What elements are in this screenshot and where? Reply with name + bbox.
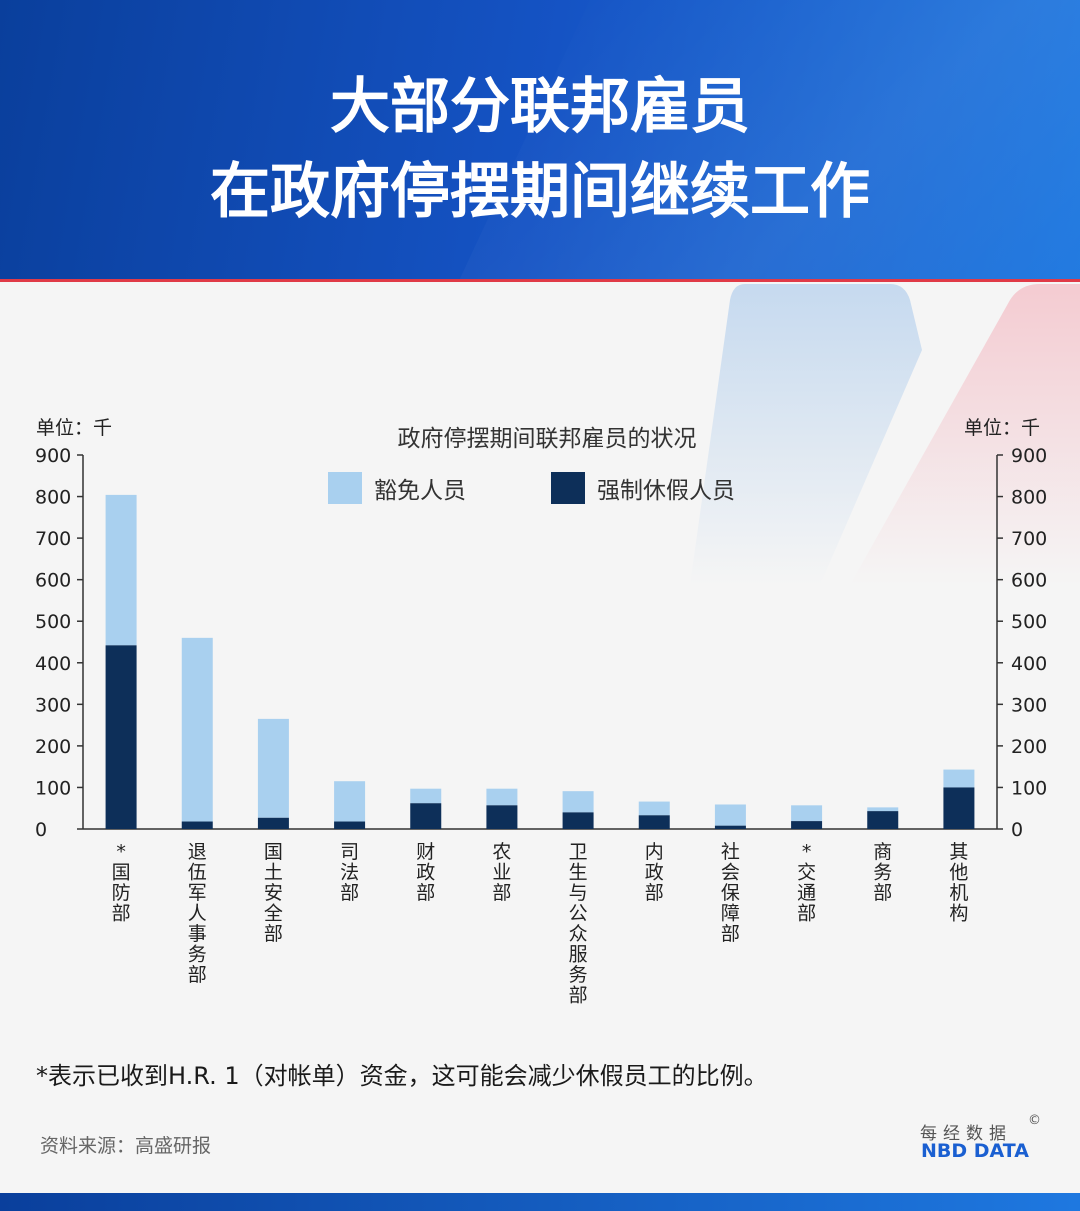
y-tick-label-right: 700 — [1011, 528, 1047, 550]
legend-label-furloughed: 强制休假人员 — [597, 478, 735, 504]
bar-excepted — [334, 781, 366, 822]
bar-furloughed — [714, 825, 746, 829]
bar-excepted — [486, 788, 518, 806]
y-tick-label-left: 100 — [35, 777, 71, 799]
bar-furloughed — [486, 805, 518, 829]
y-tick-label-left: 400 — [35, 653, 71, 675]
background-decoration — [690, 284, 1080, 585]
chart-title: 政府停摆期间联邦雇员的状况 — [398, 426, 697, 452]
bar-furloughed — [562, 812, 594, 829]
page-title-line2: 在政府停摆期间继续工作 — [210, 157, 870, 227]
category-label: 其他机构 — [949, 841, 968, 925]
y-tick-label-right: 600 — [1011, 570, 1047, 592]
category-label: 商务部 — [873, 841, 892, 904]
bar-excepted — [562, 791, 594, 813]
header-accent-line — [0, 279, 1080, 282]
y-tick-label-right: 200 — [1011, 736, 1047, 758]
y-tick-label-left: 800 — [35, 487, 71, 509]
category-label: 卫生与公众服务部 — [569, 841, 588, 1007]
y-tick-label-left: 200 — [35, 736, 71, 758]
bar-excepted — [181, 637, 213, 822]
y-tick-label-right: 500 — [1011, 611, 1047, 633]
y-tick-label-right: 100 — [1011, 777, 1047, 799]
category-labels: *国防部 退伍军人事务部 国土安全部 司法部 财政部 农业部 卫生与公众服务部 内政部 社会保障… — [112, 841, 969, 1007]
category-label: *国防部 — [112, 841, 131, 925]
header-banner: 大部分联邦雇员 在政府停摆期间继续工作 — [0, 0, 1080, 279]
category-label: 农业部 — [492, 841, 511, 904]
legend-label-excepted: 豁免人员 — [374, 478, 466, 504]
y-tick-label-left: 300 — [35, 694, 71, 716]
source-text: 资料来源：高盛研报 — [40, 1135, 212, 1157]
y-tick-label-left: 0 — [35, 819, 47, 841]
y-tick-label-left: 900 — [35, 445, 71, 467]
bar-furloughed — [638, 815, 670, 829]
y-tick-label-left: 500 — [35, 611, 71, 633]
y-tick-label-right: 900 — [1011, 445, 1047, 467]
legend: 豁免人员 强制休假人员 — [328, 472, 735, 504]
bar-furloughed — [867, 811, 899, 829]
bar-chart: 政府停摆期间联邦雇员的状况 单位：千 单位：千 豁免人员 强制休假人员 0 100… — [35, 417, 1047, 1007]
category-label: 社会保障部 — [721, 841, 740, 945]
bar-excepted — [638, 801, 670, 816]
unit-label-left: 单位：千 — [36, 417, 112, 439]
bar-furloughed — [943, 787, 975, 829]
category-label: *交通部 — [797, 841, 816, 925]
category-label: 国土安全部 — [264, 841, 283, 945]
y-tick-label-left: 600 — [35, 570, 71, 592]
footnote: *表示已收到H.R. 1（对帐单）资金，这可能会减少休假员工的比例。 — [36, 1062, 768, 1090]
bar-furloughed — [181, 821, 213, 829]
bar-excepted — [105, 494, 137, 646]
bar-excepted — [410, 788, 442, 804]
bar-furloughed — [105, 645, 137, 829]
legend-swatch-excepted — [328, 472, 362, 504]
bar-excepted — [714, 804, 746, 826]
logo-english: NBD DATA — [921, 1140, 1029, 1162]
y-tick-label-right: 400 — [1011, 653, 1047, 675]
y-tick-label-right: 300 — [1011, 694, 1047, 716]
left-axis-ticks: 0 100 200 300 400 500 600 700 800 900 — [35, 445, 83, 841]
bar-excepted — [791, 805, 823, 822]
category-label: 司法部 — [340, 841, 359, 904]
bar-furloughed — [257, 817, 289, 829]
y-tick-label-left: 700 — [35, 528, 71, 550]
unit-label-right: 单位：千 — [964, 417, 1040, 439]
footer-bar — [0, 1193, 1080, 1211]
y-tick-label-right: 800 — [1011, 487, 1047, 509]
category-label: 财政部 — [416, 841, 435, 904]
bar-excepted — [943, 769, 975, 788]
bar-furloughed — [791, 821, 823, 829]
bars — [105, 494, 975, 829]
bar-furloughed — [334, 821, 366, 829]
bar-excepted — [257, 718, 289, 818]
bar-excepted — [867, 807, 899, 812]
legend-swatch-furloughed — [551, 472, 585, 504]
logo-chinese: 每经数据 — [920, 1124, 1012, 1144]
page-title-line1: 大部分联邦雇员 — [330, 72, 750, 142]
copyright-mark: © — [1028, 1113, 1041, 1128]
category-label: 退伍军人事务部 — [188, 841, 207, 986]
y-tick-label-right: 0 — [1011, 819, 1023, 841]
bar-furloughed — [410, 803, 442, 829]
right-axis-ticks: 0 100 200 300 400 500 600 700 800 900 — [997, 445, 1047, 841]
category-label: 内政部 — [645, 841, 664, 904]
